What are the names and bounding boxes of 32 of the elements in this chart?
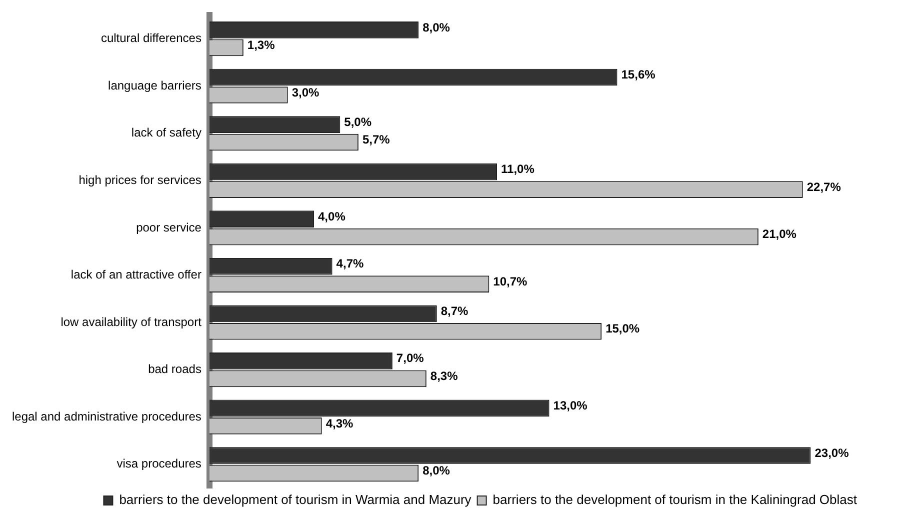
data-label: 3,0% bbox=[292, 85, 320, 100]
legend-label: barriers to the development of tourism in the Kaliningrad Oblast bbox=[492, 492, 858, 508]
legend-label: barriers to the development of tourism in Warmia and Mazury bbox=[119, 492, 472, 508]
y-tick-label: low availability of transport bbox=[60, 314, 202, 329]
data-label: 4,0% bbox=[318, 209, 346, 224]
data-label: 13,0% bbox=[553, 398, 588, 413]
data-label: 15,6% bbox=[621, 68, 656, 82]
data-label: 8,3% bbox=[430, 368, 458, 383]
data-label: 22,7% bbox=[806, 180, 842, 194]
data-label: 21,0% bbox=[762, 227, 797, 242]
data-label: 1,3% bbox=[247, 38, 276, 52]
data-label: 5,0% bbox=[344, 114, 372, 129]
y-tick-label: lack of safety bbox=[131, 126, 202, 140]
data-label: 7,0% bbox=[396, 351, 424, 366]
data-label: 8,0% bbox=[422, 464, 450, 478]
y-tick-label: cultural differences bbox=[100, 31, 202, 46]
y-tick-label: high prices for services bbox=[78, 172, 202, 187]
data-label: 4,3% bbox=[326, 416, 354, 430]
y-tick-label: legal and administrative procedures bbox=[12, 409, 202, 424]
data-label: 23,0% bbox=[814, 446, 850, 460]
data-label: 8,7% bbox=[440, 304, 469, 318]
data-label: 15,0% bbox=[606, 322, 640, 336]
data-label: 8,0% bbox=[422, 20, 450, 34]
data-label: 5,7% bbox=[362, 132, 390, 147]
y-tick-label: lack of an attractive offer bbox=[70, 268, 202, 282]
data-label: 4,7% bbox=[336, 256, 364, 271]
data-label: 11,0% bbox=[501, 162, 535, 176]
y-tick-label: bad roads bbox=[148, 362, 202, 376]
y-tick-label: poor service bbox=[136, 220, 202, 234]
data-label: 10,7% bbox=[493, 274, 528, 288]
y-tick-label: visa procedures bbox=[116, 456, 202, 471]
y-tick-label: language barriers bbox=[108, 78, 202, 92]
